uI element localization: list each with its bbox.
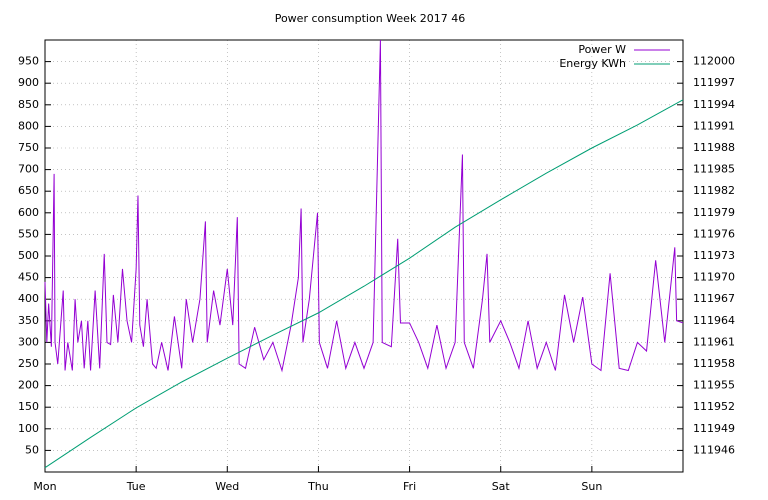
y-tick-label: 850 <box>18 98 39 111</box>
y-tick-label: 450 <box>18 271 39 284</box>
y2-tick-label: 111964 <box>693 314 735 327</box>
y2-tick-label: 111946 <box>693 443 735 456</box>
y-tick-label: 350 <box>18 314 39 327</box>
y2-tick-label: 111970 <box>693 271 735 284</box>
legend-label: Power W <box>578 43 626 56</box>
y-tick-label: 300 <box>18 335 39 348</box>
y-tick-label: 150 <box>18 400 39 413</box>
y-tick-label: 750 <box>18 141 39 154</box>
y2-tick-label: 111997 <box>693 76 735 89</box>
y-tick-label: 50 <box>25 443 39 456</box>
y2-tick-label: 111979 <box>693 206 735 219</box>
y-tick-label: 400 <box>18 292 39 305</box>
y2-tick-label: 111952 <box>693 400 735 413</box>
legend-label: Energy KWh <box>559 57 626 70</box>
y-tick-label: 500 <box>18 249 39 262</box>
y-tick-label: 250 <box>18 357 39 370</box>
y2-tick-label: 112000 <box>693 55 735 68</box>
y-tick-label: 950 <box>18 55 39 68</box>
y2-tick-label: 111958 <box>693 357 735 370</box>
y-tick-label: 650 <box>18 184 39 197</box>
y2-tick-label: 111994 <box>693 98 735 111</box>
y-tick-label: 550 <box>18 227 39 240</box>
y2-tick-label: 111985 <box>693 163 735 176</box>
y2-tick-label: 111988 <box>693 141 735 154</box>
y2-tick-label: 111955 <box>693 379 735 392</box>
chart-title: Power consumption Week 2017 46 <box>275 12 466 25</box>
y-tick-label: 100 <box>18 422 39 435</box>
y2-tick-label: 111973 <box>693 249 735 262</box>
x-tick-label: Fri <box>403 480 416 493</box>
y2-tick-label: 111982 <box>693 184 735 197</box>
x-tick-label: Tue <box>126 480 146 493</box>
x-tick-label: Mon <box>33 480 56 493</box>
y-tick-label: 700 <box>18 163 39 176</box>
y2-tick-label: 111967 <box>693 292 735 305</box>
x-tick-label: Wed <box>215 480 239 493</box>
y2-tick-label: 111976 <box>693 227 735 240</box>
y2-tick-label: 111961 <box>693 335 735 348</box>
series-line <box>44 39 684 373</box>
x-tick-label: Sun <box>581 480 602 493</box>
y2-tick-label: 111949 <box>693 422 735 435</box>
y-tick-label: 200 <box>18 379 39 392</box>
y2-tick-label: 111991 <box>693 119 735 132</box>
series-line <box>44 99 684 469</box>
x-tick-label: Sat <box>492 480 511 493</box>
y-tick-label: 800 <box>18 119 39 132</box>
x-tick-label: Thu <box>307 480 329 493</box>
plot-frame <box>44 39 684 473</box>
y-tick-label: 900 <box>18 76 39 89</box>
y-tick-label: 600 <box>18 206 39 219</box>
